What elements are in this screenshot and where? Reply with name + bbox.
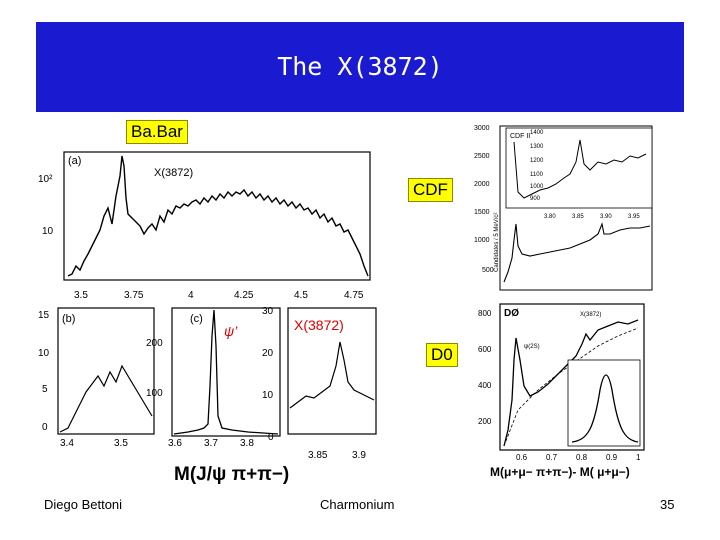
babar-c-ytick: 200: [146, 338, 163, 349]
babar-top-xtick: 3.5: [74, 290, 88, 301]
babar-b-xtick: 3.5: [114, 438, 128, 449]
babar-d-xtick: 3.85: [308, 450, 328, 461]
cdf-ytick: 1500: [474, 209, 490, 216]
babar-d-xtick: 3.9: [352, 450, 366, 461]
cdf-ytick: 2000: [474, 181, 490, 188]
cdf-inset-xtick: 3.85: [572, 214, 584, 220]
babar-peak-label: X(3872): [154, 167, 193, 179]
d0-x-label: X(3872): [580, 312, 601, 318]
d0-xtick: 0.7: [546, 453, 558, 462]
babar-psi-label: ψ’: [224, 323, 238, 339]
babar-c-xtick: 3.7: [204, 438, 218, 449]
babar-plot-d-frame: [287, 307, 377, 435]
cdf-inset-ytick: 1400: [530, 130, 544, 136]
slide-title: The X(3872): [277, 52, 443, 81]
d0-ytick: 800: [478, 309, 492, 318]
cdf-inset-xtick: 3.90: [600, 214, 612, 220]
babar-c-ytick: 100: [146, 388, 163, 399]
babar-tag-c: (c): [190, 313, 203, 325]
babar-b-ytick: 15: [38, 310, 50, 321]
d0-inset: [567, 359, 641, 447]
babar-figure: (a) X(3872) 10² 10 3.5 3.75 4 4.25 4.5 4…: [38, 151, 377, 485]
d0-axis-title: M(μ+μ− π+π−)- M( μ+μ−): [490, 465, 630, 479]
cdf-label: CDF: [408, 178, 453, 202]
cdf-inset-ytick: 1000: [530, 184, 544, 190]
babar-top-ytick: 10: [42, 226, 54, 237]
cdf-inset-ytick: 1300: [530, 144, 544, 150]
babar-b-ytick: 0: [42, 422, 48, 433]
cdf-ytick: 3000: [474, 125, 490, 132]
babar-top-xtick: 3.75: [124, 290, 144, 301]
d0-xtick: 0.6: [516, 453, 528, 462]
cdf-main-histogram: [503, 222, 651, 283]
d0-ytick: 400: [478, 381, 492, 390]
cdf-y-label: Candidates / 5 MeV/c²: [494, 213, 500, 272]
cdf-inset-xtick: 3.95: [628, 214, 640, 220]
babar-plot-c-histogram: [173, 309, 279, 435]
babar-plot-d-histogram: [289, 341, 375, 409]
d0-xtick: 1: [636, 453, 641, 462]
d0-inset-peak: [571, 374, 639, 443]
cdf-inset-histogram: [513, 139, 647, 199]
babar-top-histogram: [67, 155, 369, 277]
footer-page-number: 35: [660, 497, 675, 512]
title-bar: [36, 22, 684, 112]
babar-d-ytick: 0: [268, 432, 274, 443]
babar-label: Ba.Bar: [126, 120, 188, 144]
babar-b-xtick: 3.4: [60, 438, 74, 449]
babar-tag-b: (b): [62, 313, 75, 325]
babar-x-label: X(3872): [294, 317, 344, 333]
babar-d-ytick: 30: [262, 306, 274, 317]
cdf-ytick: 2500: [474, 153, 490, 160]
d0-xtick: 0.9: [606, 453, 618, 462]
cdf-inset-xtick: 3.80: [544, 214, 556, 220]
d0-xtick: 0.8: [576, 453, 588, 462]
babar-b-ytick: 10: [38, 348, 50, 359]
babar-c-xtick: 3.6: [168, 438, 182, 449]
d0-ytick: 200: [478, 417, 492, 426]
babar-top-xtick: 4: [188, 290, 194, 301]
footer-author: Diego Bettoni: [44, 497, 123, 512]
d0-tag: DØ: [504, 308, 519, 319]
babar-b-ytick: 5: [42, 384, 48, 395]
cdf-ytick: 1000: [474, 237, 490, 244]
babar-c-xtick: 3.8: [240, 438, 254, 449]
babar-d-ytick: 10: [262, 390, 274, 401]
babar-d-ytick: 20: [262, 348, 274, 359]
babar-top-xtick: 4.75: [344, 290, 364, 301]
d0-ytick: 600: [478, 345, 492, 354]
babar-tag-a: (a): [68, 155, 81, 167]
cdf-inset-ytick: 1200: [530, 158, 544, 164]
cdf-inset-ytick: 900: [530, 196, 541, 202]
babar-plot-b-histogram: [59, 364, 153, 433]
babar-axis-title: M(J/ψ π+π−): [174, 464, 289, 485]
babar-top-xtick: 4.25: [234, 290, 254, 301]
babar-top-xtick: 4.5: [294, 290, 308, 301]
babar-plot-c-frame: [171, 307, 281, 437]
d0-label: D0: [426, 343, 458, 367]
cdf-ytick: 500: [482, 267, 494, 274]
cdf-figure: CDF II 3000 2500 2000 1500 1000 500 1400…: [474, 125, 653, 291]
d0-figure: DØ ψ(2S) X(3872) 800 600 400 200 0.6 0.7…: [478, 303, 645, 479]
babar-top-ytick: 10²: [38, 174, 53, 185]
babar-plot-b-frame: [57, 307, 155, 435]
cdf-inset-ytick: 1100: [530, 172, 544, 178]
d0-psi-label: ψ(2S): [524, 344, 540, 350]
footer-topic: Charmonium: [320, 497, 395, 512]
cdf-inset-tag: CDF II: [510, 133, 530, 140]
